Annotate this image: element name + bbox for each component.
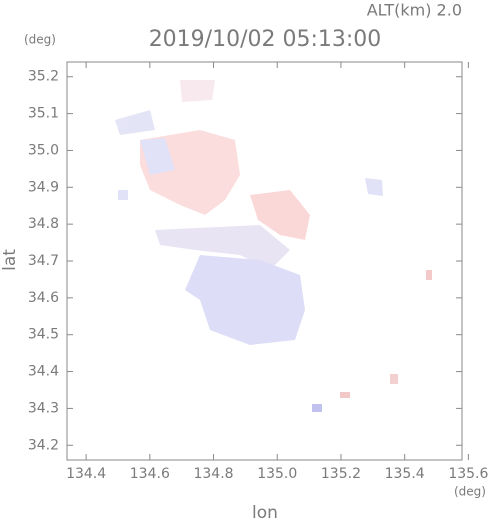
echo-positive	[390, 374, 398, 384]
y-tick-label: 34.2	[28, 437, 59, 453]
y-tick-label: 35.0	[28, 142, 59, 158]
y-tick-label: 34.5	[28, 327, 59, 343]
echo-positive	[250, 190, 310, 240]
y-tick-label: 34.6	[28, 290, 59, 306]
x-tick-label: 134.8	[193, 466, 233, 482]
x-tick-label: 135.0	[257, 466, 297, 482]
echo-negative	[185, 255, 305, 345]
y-tick-label: 35.1	[28, 106, 59, 122]
x-unit: (deg)	[454, 485, 486, 499]
echo-negative	[312, 404, 322, 412]
y-tick-label: 34.8	[28, 216, 59, 232]
echo-positive	[426, 270, 432, 280]
y-tick-label: 34.9	[28, 179, 59, 195]
echo-mixed	[180, 80, 215, 102]
echo-positive	[340, 392, 350, 398]
y-unit: (deg)	[24, 33, 56, 47]
echo-negative	[365, 178, 383, 196]
x-tick-label: 134.4	[66, 466, 106, 482]
x-tick-label: 135.2	[321, 466, 361, 482]
echo-mixed	[155, 225, 290, 270]
x-tick-label: 135.6	[448, 466, 488, 482]
altitude-label: ALT(km) 2.0	[367, 1, 462, 20]
y-tick-label: 34.4	[28, 364, 59, 380]
y-tick-label: 34.3	[28, 400, 59, 416]
chart-title: 2019/10/02 05:13:00	[149, 27, 382, 52]
y-tick-label: 35.2	[28, 69, 59, 85]
y-axis-label: lat	[0, 249, 20, 271]
x-tick-label: 135.4	[385, 466, 425, 482]
echo-field	[115, 80, 432, 412]
x-tick-label: 134.6	[130, 466, 170, 482]
echo-negative	[140, 138, 175, 175]
echo-negative	[115, 110, 155, 135]
y-tick-label: 34.7	[28, 253, 59, 269]
x-axis-label: lon	[252, 503, 278, 521]
echo-negative	[118, 190, 128, 200]
